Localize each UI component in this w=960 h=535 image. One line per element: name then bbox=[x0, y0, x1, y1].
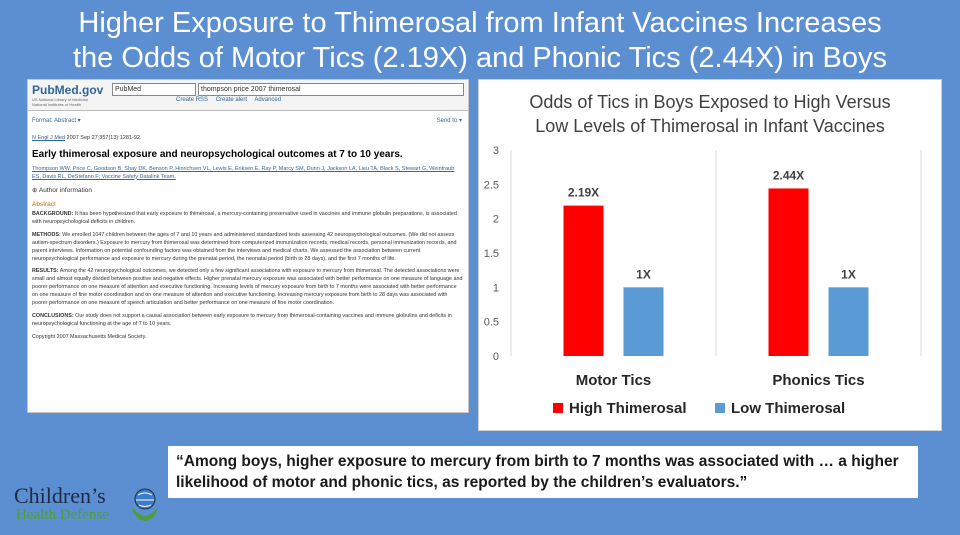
abstract-heading: Abstract bbox=[32, 201, 56, 208]
author-list[interactable]: Thompson WW, Price C, Goodson B, Shay DK… bbox=[32, 166, 455, 180]
chart-title: Odds of Tics in Boys Exposed to High Ver… bbox=[479, 90, 941, 138]
legend-swatch-low bbox=[715, 403, 725, 413]
quote-line-1: “Among boys, higher exposure to mercury … bbox=[176, 453, 899, 470]
y-tick-label: 1.5 bbox=[484, 248, 499, 260]
chart-legend: High Thimerosal Low Thimerosal bbox=[539, 400, 899, 420]
y-tick-label: 0 bbox=[493, 351, 499, 363]
abstract-conclusions: CONCLUSIONS: Our study does not support … bbox=[32, 313, 464, 329]
chart-title-line-2: Low Levels of Thimerosal in Infant Vacci… bbox=[535, 116, 885, 136]
legend-label-low: Low Thimerosal bbox=[731, 400, 846, 417]
abstract-background: BACKGROUND: It has been hypothesized tha… bbox=[32, 211, 464, 227]
create-alert-link[interactable]: Create alert bbox=[215, 97, 248, 103]
abstract-methods: METHODS: We enrolled 1047 children betwe… bbox=[32, 232, 464, 264]
logo-text-line-1: Children’s bbox=[14, 483, 106, 508]
results-text: Among the 42 neuropsychological outcomes… bbox=[32, 268, 463, 307]
background-label: BACKGROUND: bbox=[32, 211, 74, 217]
citation-detail: 2007 Sep 27;357(13):1281-92. bbox=[65, 135, 142, 141]
methods-text: We enrolled 1047 children between the ag… bbox=[32, 231, 457, 262]
legend-item-high: High Thimerosal bbox=[553, 400, 687, 417]
hands-globe-icon bbox=[132, 488, 158, 521]
background-text: It has been hypothesized that early expo… bbox=[32, 211, 457, 225]
bar-high-0 bbox=[563, 205, 604, 356]
quote-box: “Among boys, higher exposure to mercury … bbox=[168, 446, 918, 498]
category-label: Motor Tics bbox=[576, 372, 652, 389]
y-tick-label: 2.5 bbox=[484, 179, 499, 191]
pubmed-header: PubMed.gov US National Library of Medici… bbox=[28, 80, 468, 111]
pubmed-screenshot: PubMed.gov US National Library of Medici… bbox=[27, 79, 469, 413]
bar-high-1 bbox=[768, 188, 809, 356]
advanced-link[interactable]: Advanced bbox=[254, 97, 282, 103]
data-label: 1X bbox=[636, 267, 651, 281]
citation: N Engl J Med 2007 Sep 27;357(13):1281-92… bbox=[32, 135, 141, 141]
conclusions-text: Our study does not support a causal asso… bbox=[32, 312, 452, 327]
search-links: Create RSS Create alert Advanced bbox=[176, 97, 287, 103]
data-label: 2.44X bbox=[773, 168, 804, 182]
childrens-health-defense-logo: Children’s Health Defense bbox=[14, 483, 164, 531]
nlm-caption: US National Library of Medicine National… bbox=[32, 97, 89, 107]
pubmed-logo: PubMed.gov bbox=[32, 83, 104, 97]
bar-chart: 0 0.5 1 1.5 2 2.5 3 2.19X 1X Motor Tics 2.44X 1X Pho… bbox=[484, 145, 922, 389]
abstract-results: RESULTS: Among the 42 neuropsychological… bbox=[32, 268, 464, 308]
logo-text-line-2: Health Defense bbox=[16, 507, 109, 523]
methods-label: METHODS: bbox=[32, 231, 61, 238]
quote-line-2: likelihood of motor and phonic tics, as … bbox=[176, 474, 748, 491]
author-information-toggle[interactable]: ⊕ Author information bbox=[32, 187, 93, 194]
database-select[interactable]: PubMed bbox=[112, 83, 196, 96]
title-line-2: the Odds of Motor Tics (2.19X) and Phoni… bbox=[73, 42, 887, 74]
legend-item-low: Low Thimerosal bbox=[715, 400, 845, 417]
slide-title: Higher Exposure to Thimerosal from Infan… bbox=[0, 6, 960, 76]
bar-low-0 bbox=[623, 287, 664, 356]
copyright: Copyright 2007 Massachusetts Medical Soc… bbox=[32, 333, 147, 340]
journal-link[interactable]: N Engl J Med bbox=[32, 135, 66, 141]
y-tick-label: 0.5 bbox=[484, 317, 499, 329]
send-to-dropdown[interactable]: Send to ▾ bbox=[436, 118, 462, 124]
data-label: 2.19X bbox=[568, 186, 599, 200]
chart-panel: Odds of Tics in Boys Exposed to High Ver… bbox=[478, 79, 942, 431]
format-dropdown[interactable]: Format: Abstract ▾ bbox=[32, 118, 81, 124]
data-label: 1X bbox=[841, 267, 856, 281]
y-tick-label: 1 bbox=[493, 282, 499, 294]
bar-low-1 bbox=[828, 287, 869, 356]
search-input[interactable]: thompson price 2007 thimerosal bbox=[198, 83, 464, 96]
legend-label-high: High Thimerosal bbox=[569, 400, 687, 417]
abstract-body: BACKGROUND: It has been hypothesized tha… bbox=[32, 211, 464, 342]
y-tick-label: 3 bbox=[493, 145, 499, 157]
create-rss-link[interactable]: Create RSS bbox=[176, 97, 209, 103]
results-label: RESULTS: bbox=[32, 268, 59, 275]
title-line-1: Higher Exposure to Thimerosal from Infan… bbox=[78, 7, 882, 39]
article-title: Early thimerosal exposure and neuropsych… bbox=[32, 149, 403, 160]
conclusions-label: CONCLUSIONS: bbox=[32, 312, 74, 319]
y-tick-label: 2 bbox=[493, 214, 499, 226]
legend-swatch-high bbox=[553, 403, 563, 413]
category-label: Phonics Tics bbox=[772, 372, 864, 389]
chart-title-line-1: Odds of Tics in Boys Exposed to High Ver… bbox=[529, 92, 891, 112]
